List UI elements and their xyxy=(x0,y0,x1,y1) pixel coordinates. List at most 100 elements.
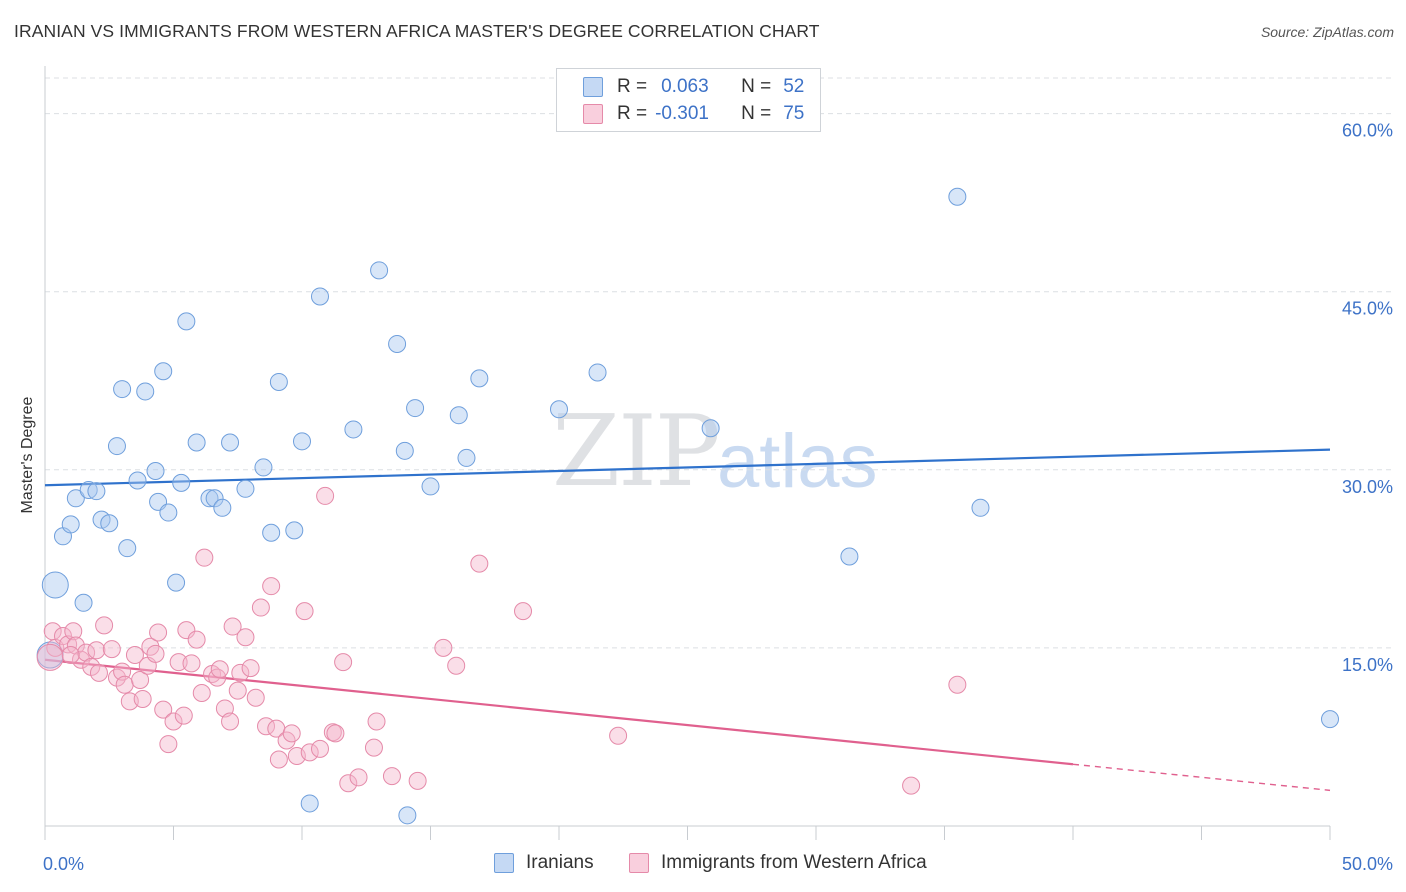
chart-source: Source: ZipAtlas.com xyxy=(1260,24,1394,40)
x-tick-label: 0.0% xyxy=(43,854,84,874)
watermark-atlas: atlas xyxy=(717,419,878,504)
legend-n-label: N = xyxy=(741,76,772,97)
point-iranians xyxy=(948,187,967,206)
point-western-africa xyxy=(66,636,85,655)
point-western-africa xyxy=(269,750,288,769)
point-iranians xyxy=(136,382,155,401)
point-western-africa xyxy=(125,646,144,665)
point-western-africa xyxy=(61,646,80,665)
point-western-africa xyxy=(367,712,386,731)
point-iranians xyxy=(177,312,196,331)
axes xyxy=(44,66,1331,840)
point-iranians xyxy=(128,471,147,490)
point-iranians xyxy=(167,573,186,592)
point-iranians xyxy=(701,419,720,438)
point-iranians xyxy=(398,806,417,825)
y-tick-label: 60.0% xyxy=(1342,121,1393,141)
point-western-africa xyxy=(159,735,178,754)
legend: R = 0.063 N = 52 R = -0.301 N = 75 xyxy=(556,68,821,132)
point-iranians xyxy=(159,503,178,522)
point-iranians xyxy=(457,448,476,467)
point-iranians xyxy=(221,433,240,452)
legend-row-western-africa: R = -0.301 N = 75 xyxy=(583,101,804,127)
watermark-zip: ZIP xyxy=(552,395,721,509)
point-iranians xyxy=(370,261,389,280)
point-western-africa xyxy=(514,602,533,621)
point-western-africa xyxy=(339,774,358,793)
point-western-africa xyxy=(102,640,121,659)
point-western-africa xyxy=(236,628,255,647)
point-western-africa xyxy=(948,675,967,694)
point-iranians xyxy=(41,571,69,599)
point-western-africa xyxy=(210,660,229,679)
point-western-africa xyxy=(902,776,921,795)
point-iranians xyxy=(213,498,232,517)
legend-n-value: 75 xyxy=(783,103,805,124)
y-tick-label: 45.0% xyxy=(1342,299,1393,319)
point-western-africa xyxy=(195,548,214,567)
legend-r-label: R = xyxy=(617,103,648,124)
point-western-africa xyxy=(192,684,211,703)
point-iranians xyxy=(344,420,363,439)
point-iranians xyxy=(172,473,191,492)
series-name-western-africa: Immigrants from Western Africa xyxy=(661,852,927,873)
point-iranians xyxy=(285,521,304,540)
point-western-africa xyxy=(87,641,106,660)
point-iranians xyxy=(146,461,165,480)
legend-n-value: 52 xyxy=(783,76,805,97)
point-western-africa xyxy=(115,675,134,694)
point-iranians xyxy=(205,489,224,508)
point-western-africa xyxy=(169,653,188,672)
point-iranians xyxy=(550,400,568,419)
point-western-africa xyxy=(334,653,353,672)
grid-lines xyxy=(45,77,1392,649)
point-western-africa xyxy=(349,768,368,787)
point-western-africa xyxy=(89,663,108,682)
tick-labels: 15.0% 30.0% 45.0% 60.0% 0.0% 50.0% xyxy=(43,121,1393,874)
trend-line-western-africa xyxy=(44,658,1074,766)
point-western-africa xyxy=(470,554,489,573)
series-legend-western-africa: Immigrants from Western Africa xyxy=(629,852,927,874)
point-iranians xyxy=(100,514,119,533)
point-iranians xyxy=(395,441,414,460)
y-tick-label: 30.0% xyxy=(1342,477,1393,497)
point-iranians xyxy=(236,479,255,498)
point-western-africa xyxy=(364,738,383,757)
point-western-africa xyxy=(326,724,345,743)
legend-n-label: N = xyxy=(741,103,772,124)
point-iranians xyxy=(1321,710,1339,729)
point-western-africa xyxy=(382,767,401,786)
point-western-africa xyxy=(36,643,64,671)
point-iranians xyxy=(300,794,319,813)
point-western-africa xyxy=(300,743,319,762)
point-western-africa xyxy=(107,668,126,687)
point-iranians xyxy=(293,432,311,451)
trend-line-iranians xyxy=(44,448,1331,487)
legend-r-value: -0.301 xyxy=(655,103,709,124)
point-iranians xyxy=(187,433,206,452)
y-axis-label: Master's Degree xyxy=(19,396,36,514)
legend-swatch-western-africa xyxy=(583,104,603,124)
point-iranians xyxy=(74,593,93,612)
point-iranians xyxy=(61,515,80,534)
point-western-africa xyxy=(295,602,314,621)
point-iranians xyxy=(269,372,288,391)
point-iranians xyxy=(107,437,126,456)
point-iranians xyxy=(118,539,137,558)
point-western-africa xyxy=(164,712,183,731)
point-iranians xyxy=(66,489,85,508)
point-iranians xyxy=(421,477,440,496)
point-western-africa xyxy=(64,622,83,641)
point-western-africa xyxy=(187,630,206,649)
legend-r-label: R = xyxy=(617,76,648,97)
trend-line-western-africa-extension xyxy=(1072,763,1331,792)
point-western-africa xyxy=(241,659,260,678)
legend-r-value: 0.063 xyxy=(661,76,709,97)
data-points xyxy=(36,187,1339,825)
point-iranians xyxy=(588,363,607,382)
point-western-africa xyxy=(408,771,427,790)
point-iranians xyxy=(470,369,489,388)
point-western-africa xyxy=(177,621,196,640)
point-western-africa xyxy=(223,617,242,636)
point-iranians xyxy=(254,458,273,477)
